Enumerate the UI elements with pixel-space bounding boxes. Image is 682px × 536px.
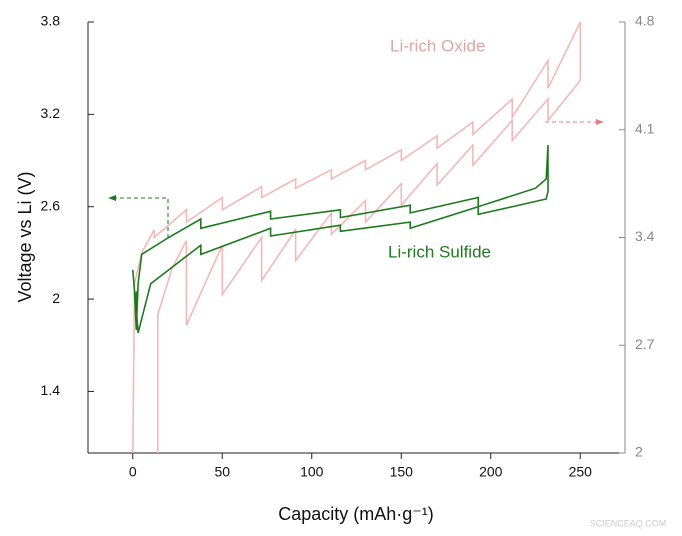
y-tick-label: 2 (52, 290, 60, 306)
x-axis-label: Capacity (mAh·g⁻¹) (278, 504, 434, 524)
y2-tick-label: 4.8 (635, 13, 655, 29)
x-tick-label: 100 (300, 464, 324, 480)
sulfide-arrow (112, 197, 169, 238)
y-tick-label: 3.8 (41, 13, 61, 29)
arrow-head (108, 195, 116, 201)
x-tick-label: 250 (569, 464, 593, 480)
series-line (132, 21, 582, 454)
series-line (132, 145, 549, 334)
y2-tick-label: 2 (635, 444, 643, 460)
y-axis-label: Voltage vs Li (V) (15, 171, 35, 302)
watermark: SCIENCEAQ.COM (590, 518, 667, 528)
y2-tick-label: 3.4 (635, 228, 655, 244)
x-tick-label: 150 (390, 464, 414, 480)
series-label: Li-rich Sulfide (388, 242, 491, 261)
y-tick-label: 3.2 (41, 105, 61, 121)
arrows (108, 119, 604, 238)
x-tick-label: 0 (129, 464, 137, 480)
series-label: Li-rich Oxide (390, 36, 485, 55)
y-tick-label: 2.6 (41, 197, 61, 213)
y2-tick-label: 4.1 (635, 120, 655, 136)
y-tick-label: 1.4 (41, 382, 61, 398)
arrow-head (596, 119, 604, 125)
x-tick-label: 200 (479, 464, 503, 480)
y2-tick-label: 2.7 (635, 336, 655, 352)
x-tick-label: 50 (214, 464, 230, 480)
